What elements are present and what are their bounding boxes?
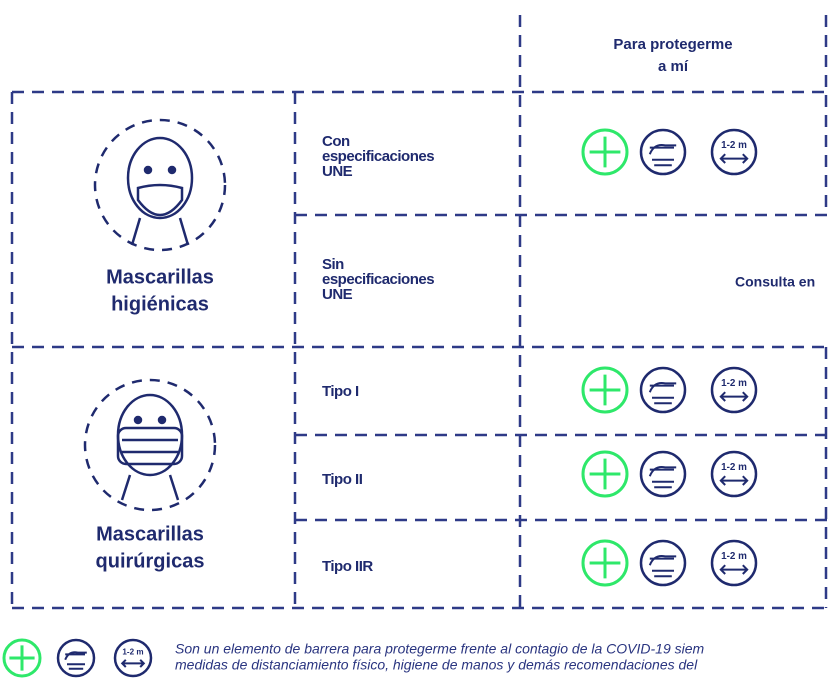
plus-icon: [2, 638, 42, 678]
footer-text: medidas de distanciamiento físico, higie…: [175, 657, 698, 673]
distance-arrow: [719, 391, 749, 402]
group-label: Mascarillas: [96, 523, 204, 545]
icon-set: 1-2 m: [581, 128, 758, 176]
row-label: Tipo IIR: [322, 558, 373, 575]
plus-icon: [581, 366, 629, 414]
plus-icon: [589, 136, 621, 168]
group-label: Mascarillas: [106, 266, 214, 288]
distance-arrow: [719, 153, 749, 164]
hand-icon: [639, 366, 687, 414]
distance-icon: [113, 638, 153, 678]
hand-icon: [64, 651, 87, 670]
plus-icon: [589, 458, 621, 490]
row-label: especificaciones: [322, 271, 434, 288]
distance-arrow: [719, 475, 749, 486]
distance-icon: [710, 539, 758, 587]
distance-icon: [710, 450, 758, 498]
icon-set: 1-2 m: [581, 450, 758, 498]
plus-icon: [581, 450, 629, 498]
distance-icon: [710, 366, 758, 414]
hand-icon: [639, 128, 687, 176]
row-label: Tipo I: [322, 383, 359, 400]
row-label: UNE: [322, 163, 353, 180]
face-icon: [83, 378, 217, 512]
plus-icon: [9, 645, 35, 671]
plus-icon: [581, 128, 629, 176]
face-icon: [93, 118, 227, 252]
hand-icon: [648, 382, 677, 405]
distance-label: 1-2 m: [721, 551, 747, 562]
hand-icon: [639, 450, 687, 498]
row-label: Sin: [322, 256, 344, 273]
hand-icon: [648, 144, 677, 167]
distance-arrow: [120, 659, 146, 668]
row-label: Tipo II: [322, 471, 363, 488]
plus-icon: [589, 547, 621, 579]
plus-icon: [581, 539, 629, 587]
group-label: higiénicas: [111, 293, 209, 315]
hand-icon: [648, 555, 677, 578]
icon-set: 1-2 m: [581, 366, 758, 414]
plus-icon: [589, 374, 621, 406]
distance-label: 1-2 m: [122, 648, 143, 657]
distance-label: 1-2 m: [721, 378, 747, 389]
hand-icon: [56, 638, 96, 678]
footer-text: Son un elemento de barrera para proteger…: [175, 641, 705, 657]
hand-icon: [648, 466, 677, 489]
row-label: especificaciones: [322, 148, 434, 165]
hand-icon: [639, 539, 687, 587]
row-label: Con: [322, 133, 350, 150]
table-grid: [10, 15, 830, 610]
distance-label: 1-2 m: [721, 140, 747, 151]
icon-set: 1-2 m: [2, 638, 153, 678]
distance-label: 1-2 m: [721, 462, 747, 473]
group-label: quirúrgicas: [96, 550, 205, 572]
note: Consulta en: [735, 274, 815, 290]
icon-set: 1-2 m: [581, 539, 758, 587]
distance-arrow: [719, 564, 749, 575]
header-text: a mí: [658, 58, 689, 75]
distance-icon: [710, 128, 758, 176]
header-text: Para protegerme: [613, 36, 732, 53]
row-label: UNE: [322, 286, 353, 303]
